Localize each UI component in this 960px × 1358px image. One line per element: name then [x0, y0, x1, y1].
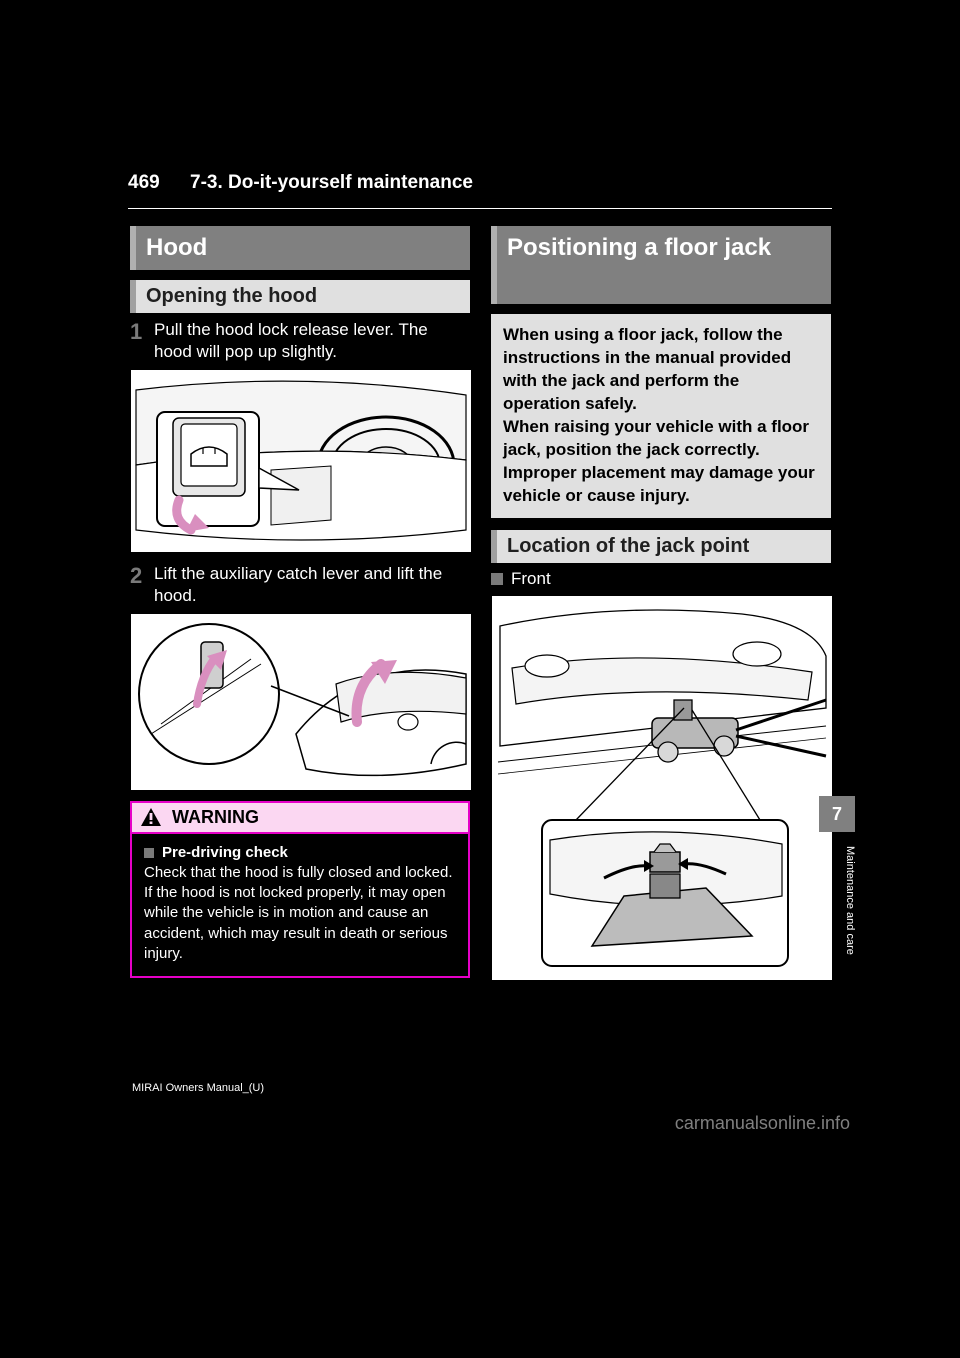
section-title-text: Positioning a floor jack — [507, 234, 771, 261]
chapter-header: 7-3. Do-it-yourself maintenance — [190, 172, 473, 194]
page-number: 469 — [128, 172, 160, 194]
warning-label: WARNING — [172, 807, 259, 828]
warning-heading: Pre-driving check — [162, 844, 288, 861]
subsection-opening-hood: Opening the hood — [130, 280, 470, 313]
section-title-text: Hood — [146, 234, 207, 261]
warning-body: Pre-driving check Check that the hood is… — [132, 834, 468, 976]
step-number: 2 — [130, 563, 154, 607]
step-text: Pull the hood lock release lever. The ho… — [154, 319, 470, 363]
footer-owner-line: MIRAI Owners Manual_(U) — [132, 1082, 264, 1094]
section-tab-label: Maintenance and care — [836, 846, 856, 955]
square-bullet-icon — [144, 848, 154, 858]
step-2: 2 Lift the auxiliary catch lever and lif… — [130, 563, 470, 607]
right-column: Positioning a floor jack When using a fl… — [491, 226, 831, 991]
left-column: Hood Opening the hood 1 Pull the hood lo… — [130, 226, 470, 978]
subsection-title-text: Location of the jack point — [507, 535, 749, 557]
intro-paragraph-2: When raising your vehicle with a floor j… — [503, 416, 819, 508]
manual-page: 469 7-3. Do-it-yourself maintenance Hood… — [0, 0, 960, 1358]
figure-auxiliary-catch — [130, 613, 472, 791]
front-label-row: Front — [491, 569, 831, 589]
section-tab: 7 — [819, 796, 855, 832]
square-bullet-icon — [491, 573, 503, 585]
warning-header: WARNING — [132, 803, 468, 834]
step-number: 1 — [130, 319, 154, 363]
section-title-floor-jack: Positioning a floor jack — [491, 226, 831, 304]
figure-jack-point-front — [491, 595, 833, 981]
warning-triangle-icon — [140, 807, 162, 827]
intro-box: When using a floor jack, follow the inst… — [491, 314, 831, 518]
section-title-hood: Hood — [130, 226, 470, 270]
front-label: Front — [511, 569, 551, 589]
intro-paragraph-1: When using a floor jack, follow the inst… — [503, 324, 819, 416]
warning-box: WARNING Pre-driving check Check that the… — [130, 801, 470, 978]
warning-heading-row: Pre-driving check — [144, 844, 456, 861]
step-text: Lift the auxiliary catch lever and lift … — [154, 563, 470, 607]
subsection-jack-point: Location of the jack point — [491, 530, 831, 563]
subsection-title-text: Opening the hood — [146, 285, 317, 307]
warning-text: Check that the hood is fully closed and … — [144, 863, 456, 964]
header-rule — [128, 208, 832, 209]
watermark: carmanualsonline.info — [675, 1113, 850, 1134]
step-1: 1 Pull the hood lock release lever. The … — [130, 319, 470, 363]
figure-hood-release-lever — [130, 369, 472, 553]
section-tab-number: 7 — [832, 804, 842, 825]
